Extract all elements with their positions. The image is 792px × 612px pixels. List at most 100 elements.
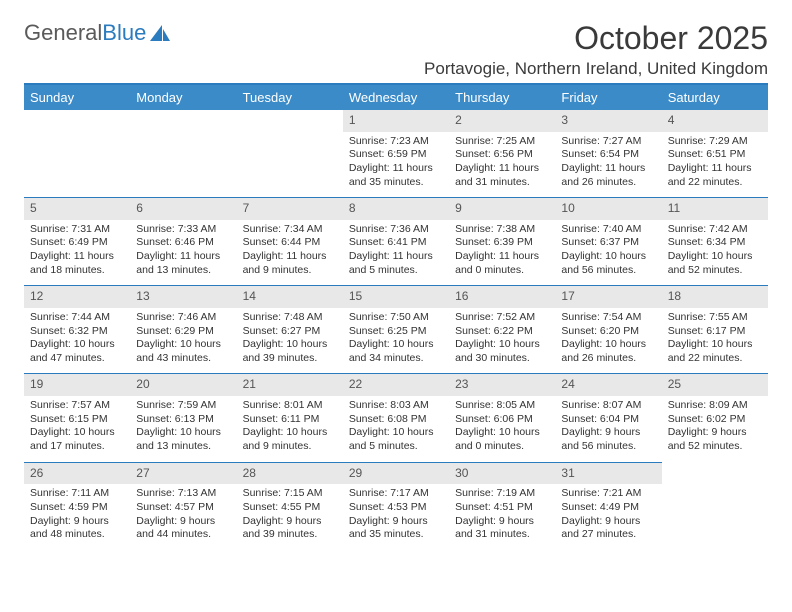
sunrise-line: Sunrise: 8:01 AM (243, 399, 337, 413)
day-details: Sunrise: 7:34 AMSunset: 6:44 PMDaylight:… (237, 220, 343, 286)
day-details: Sunrise: 7:11 AMSunset: 4:59 PMDaylight:… (24, 484, 130, 550)
sunrise-line: Sunrise: 7:27 AM (561, 135, 655, 149)
sunset-line: Sunset: 6:27 PM (243, 325, 337, 339)
day-number: 24 (555, 373, 661, 396)
daylight-line: Daylight: 11 hours and 18 minutes. (30, 250, 124, 277)
day-details: Sunrise: 7:31 AMSunset: 6:49 PMDaylight:… (24, 220, 130, 286)
sunrise-line: Sunrise: 7:55 AM (668, 311, 762, 325)
day-details: Sunrise: 7:57 AMSunset: 6:15 PMDaylight:… (24, 396, 130, 462)
daylight-line: Daylight: 11 hours and 22 minutes. (668, 162, 762, 189)
calendar-week-row: 1Sunrise: 7:23 AMSunset: 6:59 PMDaylight… (24, 110, 768, 197)
daylight-line: Daylight: 9 hours and 27 minutes. (561, 515, 655, 542)
daylight-line: Daylight: 10 hours and 5 minutes. (349, 426, 443, 453)
day-details: Sunrise: 7:29 AMSunset: 6:51 PMDaylight:… (662, 132, 768, 198)
day-number: 22 (343, 373, 449, 396)
daylight-line: Daylight: 11 hours and 5 minutes. (349, 250, 443, 277)
daylight-line: Daylight: 10 hours and 39 minutes. (243, 338, 337, 365)
day-number: 12 (24, 285, 130, 308)
day-details: Sunrise: 7:48 AMSunset: 6:27 PMDaylight:… (237, 308, 343, 374)
daylight-line: Daylight: 10 hours and 43 minutes. (136, 338, 230, 365)
daylight-line: Daylight: 10 hours and 52 minutes. (668, 250, 762, 277)
day-number: 7 (237, 197, 343, 220)
sunset-line: Sunset: 6:22 PM (455, 325, 549, 339)
day-number: 18 (662, 285, 768, 308)
day-header: Thursday (449, 84, 555, 110)
calendar-week-row: 12Sunrise: 7:44 AMSunset: 6:32 PMDayligh… (24, 285, 768, 373)
daylight-line: Daylight: 11 hours and 13 minutes. (136, 250, 230, 277)
calendar-day-cell: 9Sunrise: 7:38 AMSunset: 6:39 PMDaylight… (449, 197, 555, 285)
calendar-day-cell: 16Sunrise: 7:52 AMSunset: 6:22 PMDayligh… (449, 285, 555, 373)
day-number: 4 (662, 110, 768, 132)
day-details: Sunrise: 8:01 AMSunset: 6:11 PMDaylight:… (237, 396, 343, 462)
daylight-line: Daylight: 10 hours and 9 minutes. (243, 426, 337, 453)
month-title: October 2025 (424, 20, 768, 57)
daylight-line: Daylight: 9 hours and 31 minutes. (455, 515, 549, 542)
calendar-day-cell: 22Sunrise: 8:03 AMSunset: 6:08 PMDayligh… (343, 373, 449, 461)
day-number: 29 (343, 462, 449, 485)
day-details: Sunrise: 7:54 AMSunset: 6:20 PMDaylight:… (555, 308, 661, 374)
daylight-line: Daylight: 10 hours and 22 minutes. (668, 338, 762, 365)
sunset-line: Sunset: 6:25 PM (349, 325, 443, 339)
day-number: 14 (237, 285, 343, 308)
sunset-line: Sunset: 6:32 PM (30, 325, 124, 339)
calendar-day-cell: 24Sunrise: 8:07 AMSunset: 6:04 PMDayligh… (555, 373, 661, 461)
day-details: Sunrise: 7:42 AMSunset: 6:34 PMDaylight:… (662, 220, 768, 286)
calendar-day-cell: 2Sunrise: 7:25 AMSunset: 6:56 PMDaylight… (449, 110, 555, 197)
day-number: 16 (449, 285, 555, 308)
day-details: Sunrise: 7:33 AMSunset: 6:46 PMDaylight:… (130, 220, 236, 286)
calendar-week-row: 5Sunrise: 7:31 AMSunset: 6:49 PMDaylight… (24, 197, 768, 285)
day-number: 30 (449, 462, 555, 485)
sunrise-line: Sunrise: 8:09 AM (668, 399, 762, 413)
sunrise-line: Sunrise: 7:29 AM (668, 135, 762, 149)
sunset-line: Sunset: 6:41 PM (349, 236, 443, 250)
day-details: Sunrise: 7:40 AMSunset: 6:37 PMDaylight:… (555, 220, 661, 286)
calendar-day-cell: 20Sunrise: 7:59 AMSunset: 6:13 PMDayligh… (130, 373, 236, 461)
sunrise-line: Sunrise: 7:17 AM (349, 487, 443, 501)
title-block: October 2025 Portavogie, Northern Irelan… (424, 20, 768, 79)
daylight-line: Daylight: 10 hours and 56 minutes. (561, 250, 655, 277)
calendar-day-cell: 1Sunrise: 7:23 AMSunset: 6:59 PMDaylight… (343, 110, 449, 197)
calendar-header-row: SundayMondayTuesdayWednesdayThursdayFrid… (24, 84, 768, 110)
calendar-day-cell: 17Sunrise: 7:54 AMSunset: 6:20 PMDayligh… (555, 285, 661, 373)
calendar-day-cell: 19Sunrise: 7:57 AMSunset: 6:15 PMDayligh… (24, 373, 130, 461)
daylight-line: Daylight: 11 hours and 31 minutes. (455, 162, 549, 189)
sunset-line: Sunset: 6:29 PM (136, 325, 230, 339)
sunset-line: Sunset: 6:34 PM (668, 236, 762, 250)
calendar-week-row: 26Sunrise: 7:11 AMSunset: 4:59 PMDayligh… (24, 462, 768, 550)
brand-text-blue: Blue (102, 20, 146, 46)
sunset-line: Sunset: 6:20 PM (561, 325, 655, 339)
calendar-day-cell (130, 110, 236, 197)
day-number: 5 (24, 197, 130, 220)
daylight-line: Daylight: 10 hours and 26 minutes. (561, 338, 655, 365)
day-header: Friday (555, 84, 661, 110)
brand-text-gray: General (24, 20, 102, 46)
sunrise-line: Sunrise: 8:05 AM (455, 399, 549, 413)
sunset-line: Sunset: 6:54 PM (561, 148, 655, 162)
day-number: 3 (555, 110, 661, 132)
daylight-line: Daylight: 11 hours and 0 minutes. (455, 250, 549, 277)
brand-sail-icon (148, 23, 172, 43)
day-number: 10 (555, 197, 661, 220)
page-header: GeneralBlue October 2025 Portavogie, Nor… (24, 20, 768, 79)
daylight-line: Daylight: 10 hours and 30 minutes. (455, 338, 549, 365)
sunrise-line: Sunrise: 7:36 AM (349, 223, 443, 237)
daylight-line: Daylight: 10 hours and 0 minutes. (455, 426, 549, 453)
day-number: 20 (130, 373, 236, 396)
day-header: Monday (130, 84, 236, 110)
calendar-day-cell: 14Sunrise: 7:48 AMSunset: 6:27 PMDayligh… (237, 285, 343, 373)
day-number: 15 (343, 285, 449, 308)
calendar-day-cell: 12Sunrise: 7:44 AMSunset: 6:32 PMDayligh… (24, 285, 130, 373)
sunrise-line: Sunrise: 7:50 AM (349, 311, 443, 325)
sunset-line: Sunset: 6:11 PM (243, 413, 337, 427)
calendar-day-cell: 29Sunrise: 7:17 AMSunset: 4:53 PMDayligh… (343, 462, 449, 550)
sunrise-line: Sunrise: 7:15 AM (243, 487, 337, 501)
day-details: Sunrise: 7:52 AMSunset: 6:22 PMDaylight:… (449, 308, 555, 374)
day-number: 31 (555, 462, 661, 485)
day-number: 25 (662, 373, 768, 396)
sunrise-line: Sunrise: 7:23 AM (349, 135, 443, 149)
day-details: Sunrise: 8:07 AMSunset: 6:04 PMDaylight:… (555, 396, 661, 462)
sunset-line: Sunset: 6:06 PM (455, 413, 549, 427)
calendar-day-cell: 27Sunrise: 7:13 AMSunset: 4:57 PMDayligh… (130, 462, 236, 550)
calendar-day-cell: 4Sunrise: 7:29 AMSunset: 6:51 PMDaylight… (662, 110, 768, 197)
sunrise-line: Sunrise: 7:57 AM (30, 399, 124, 413)
